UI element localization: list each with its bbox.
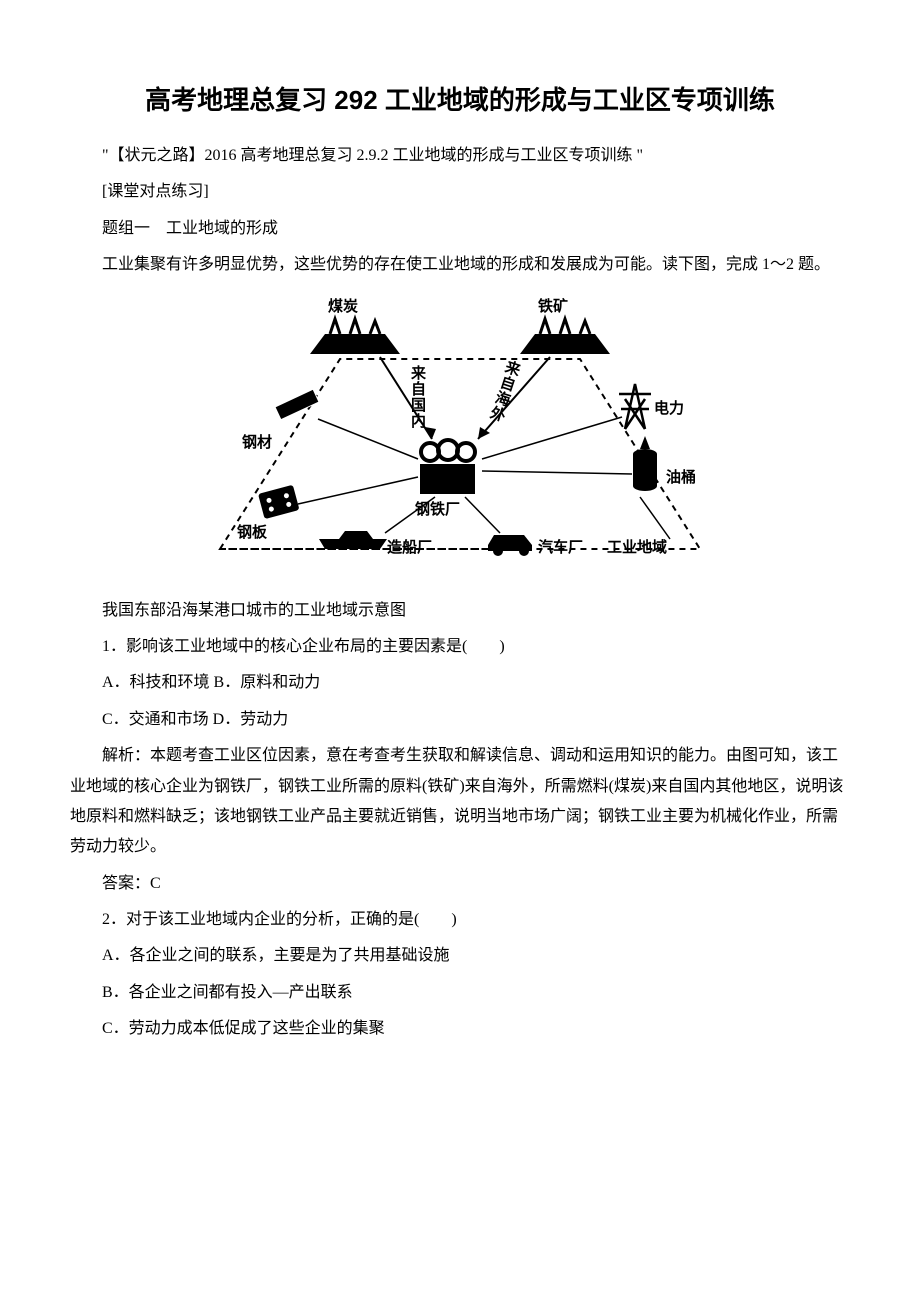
label-steel-plate: 钢板 [237,521,267,542]
label-from-domestic: 来自国内 [407,365,428,429]
q1-analysis: 解析：本题考查工业区位因素，意在考查考生获取和解读信息、调动和运用知识的能力。由… [70,741,850,863]
q2-option-b: B．各企业之间都有投入—产出联系 [70,978,850,1008]
q2-option-c: C．劳动力成本低促成了这些企业的集聚 [70,1014,850,1044]
intro-line: "【状元之路】2016 高考地理总复习 2.9.2 工业地域的形成与工业区专项训… [70,141,850,171]
label-oil-barrel: 油桶 [666,466,696,487]
label-car-plant: 汽车厂 [538,536,583,557]
q2-option-a: A．各企业之间的联系，主要是为了共用基础设施 [70,941,850,971]
group-label: 题组一 工业地域的形成 [70,214,850,244]
q1-option-ab: A．科技和环境 B．原料和动力 [70,668,850,698]
industrial-diagram: 煤炭 铁矿 电力 油桶 工业地域 汽车厂 造船厂 钢铁厂 钢板 钢材 来自国内 … [180,299,740,579]
section-label: [课堂对点练习] [70,177,850,207]
diagram-container: 煤炭 铁矿 电力 油桶 工业地域 汽车厂 造船厂 钢铁厂 钢板 钢材 来自国内 … [70,299,850,584]
label-steel-plant: 钢铁厂 [415,498,460,519]
q1-answer: 答案：C [70,869,850,899]
label-coal: 煤炭 [328,295,358,316]
label-shipyard: 造船厂 [387,536,432,557]
q1-stem: 1．影响该工业地域中的核心企业布局的主要因素是( ) [70,632,850,662]
label-electricity: 电力 [654,397,684,418]
label-steel-material: 钢材 [242,431,272,452]
q1-option-cd: C．交通和市场 D．劳动力 [70,705,850,735]
label-industrial-zone: 工业地域 [607,536,667,557]
diagram-caption: 我国东部沿海某港口城市的工业地域示意图 [70,596,850,626]
q2-stem: 2．对于该工业地域内企业的分析，正确的是( ) [70,905,850,935]
page-title: 高考地理总复习 292 工业地域的形成与工业区专项训练 [70,80,850,117]
label-iron-ore: 铁矿 [538,295,568,316]
prompt-paragraph: 工业集聚有许多明显优势，这些优势的存在使工业地域的形成和发展成为可能。读下图，完… [70,250,850,280]
